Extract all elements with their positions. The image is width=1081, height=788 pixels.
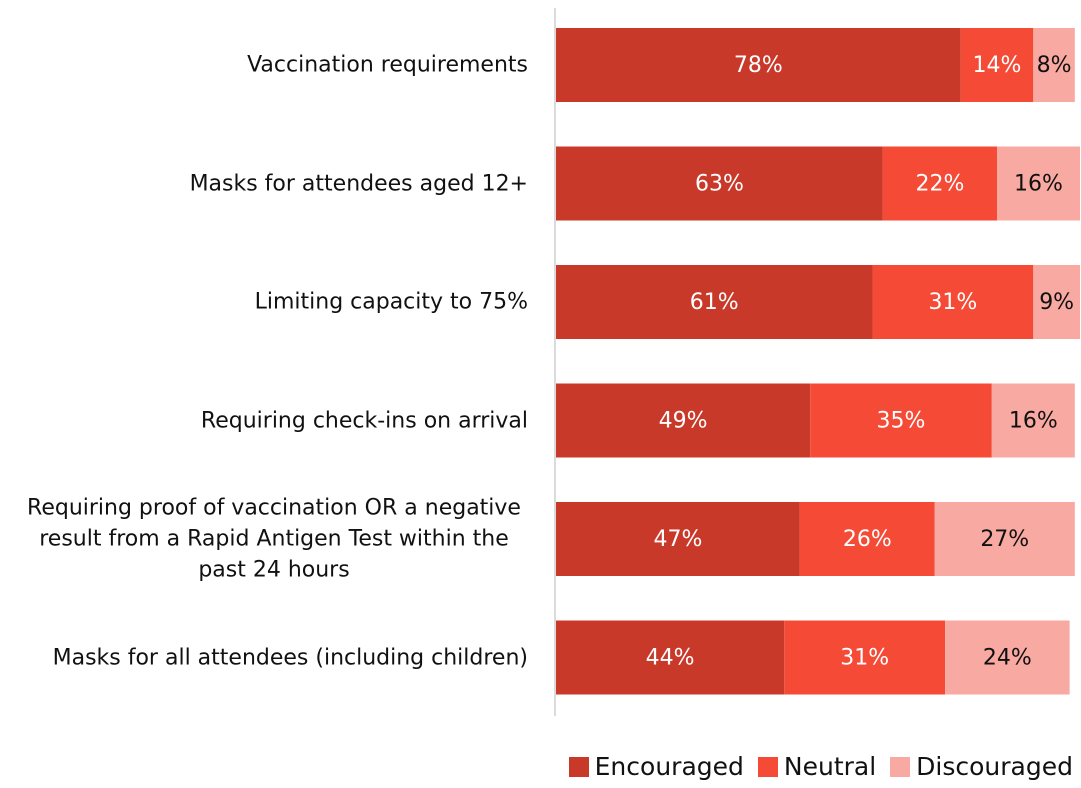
- value-label: 8%: [1037, 53, 1072, 78]
- bar-segment: [556, 620, 785, 695]
- category-label: Masks for attendees aged 12+: [20, 168, 528, 199]
- bar-segment: [934, 502, 1075, 576]
- value-label: 78%: [734, 53, 783, 78]
- legend-swatch: [757, 756, 778, 777]
- category-text: Masks for all attendees (including child…: [52, 645, 528, 670]
- bar-segment: [784, 620, 946, 695]
- bar-segment: [1033, 265, 1080, 339]
- bar-segment: [945, 620, 1070, 695]
- bar-segment: [556, 383, 811, 458]
- value-label: 9%: [1039, 290, 1074, 315]
- legend: Encouraged Neutral Discouraged: [568, 752, 1073, 781]
- bar-segment: [991, 383, 1075, 458]
- value-label: 35%: [877, 409, 926, 434]
- value-label: 61%: [690, 290, 739, 315]
- bar-segment: [799, 502, 935, 576]
- value-label: 63%: [695, 172, 744, 197]
- bar-segment: [996, 146, 1080, 221]
- bar-segment: [556, 502, 800, 576]
- value-label: 31%: [840, 646, 889, 671]
- category-text: Requiring proof of vaccination OR a nega…: [27, 495, 521, 583]
- category-text: Requiring check-ins on arrival: [200, 408, 528, 433]
- value-label: 24%: [983, 646, 1032, 671]
- category-label: Masks for all attendees (including child…: [20, 642, 528, 673]
- bar-segment: [556, 265, 873, 339]
- bar-segment: [556, 28, 961, 102]
- legend-swatch: [890, 756, 911, 777]
- value-label: 49%: [659, 409, 708, 434]
- value-label: 31%: [928, 290, 977, 315]
- value-label: 16%: [1014, 172, 1063, 197]
- category-label: Limiting capacity to 75%: [20, 287, 528, 318]
- value-label: 22%: [915, 172, 964, 197]
- value-label: 14%: [973, 53, 1022, 78]
- category-text: Masks for attendees aged 12+: [189, 171, 528, 196]
- legend-swatch: [568, 756, 589, 777]
- value-label: 27%: [980, 527, 1029, 552]
- value-label: 47%: [653, 527, 702, 552]
- legend-item: Encouraged: [568, 752, 744, 781]
- category-label: Requiring proof of vaccination OR a nega…: [20, 493, 528, 586]
- bar-segment: [810, 383, 992, 458]
- category-label: Vaccination requirements: [20, 50, 528, 81]
- legend-label: Encouraged: [594, 752, 744, 781]
- bar-segment: [882, 146, 997, 221]
- legend-item: Discouraged: [890, 752, 1073, 781]
- bar-segment: [960, 28, 1034, 102]
- legend-item: Neutral: [757, 752, 877, 781]
- bar-segment: [872, 265, 1034, 339]
- category-label: Requiring check-ins on arrival: [20, 405, 528, 436]
- legend-label: Neutral: [783, 752, 877, 781]
- value-label: 16%: [1009, 409, 1058, 434]
- category-text: Limiting capacity to 75%: [254, 289, 528, 315]
- bar-segment: [556, 146, 883, 221]
- value-label: 26%: [843, 527, 892, 552]
- value-label: 44%: [646, 646, 695, 671]
- category-text: Vaccination requirements: [247, 52, 528, 78]
- legend-label: Discouraged: [916, 752, 1073, 781]
- bar-segment: [1033, 28, 1075, 102]
